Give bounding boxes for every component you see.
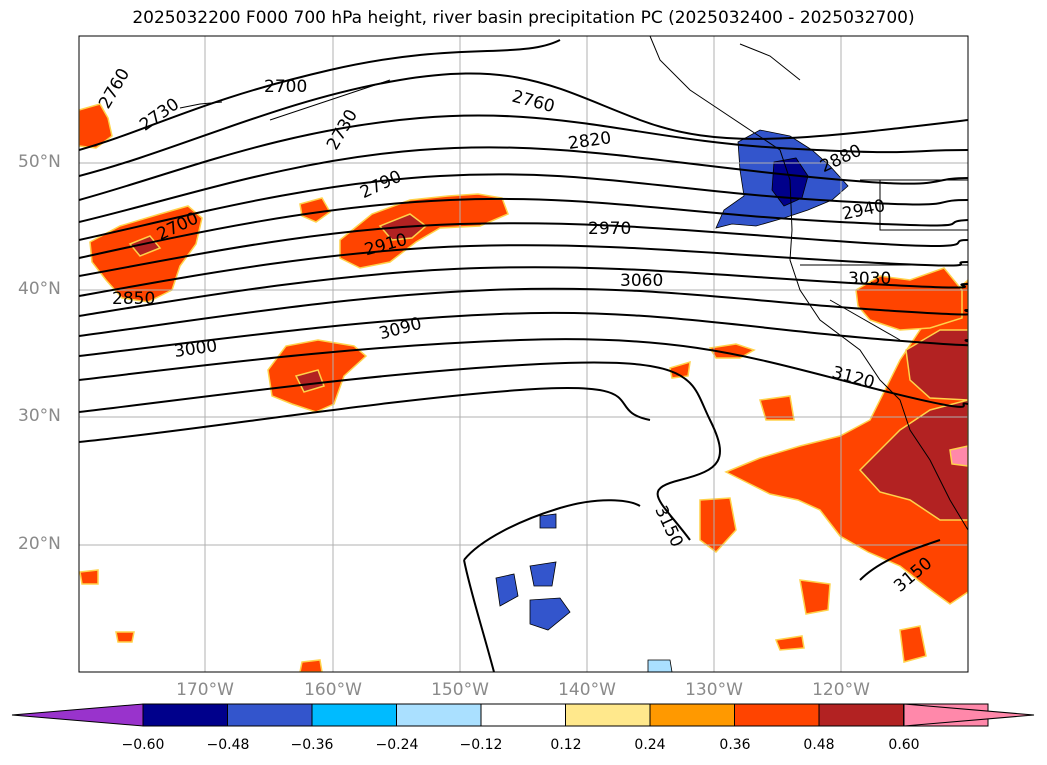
positive-precip-areas bbox=[79, 103, 968, 672]
precip-blob bbox=[539, 513, 557, 529]
lon-label: 160°W bbox=[304, 680, 362, 700]
colorbar-tick-label: 0.60 bbox=[888, 737, 920, 753]
precip-blob bbox=[905, 329, 968, 401]
contour-label: 2970 bbox=[588, 219, 631, 239]
precip-blob bbox=[529, 561, 557, 587]
precip-blob bbox=[759, 395, 795, 421]
map-title: 2025032200 F000 700 hPa height, river ba… bbox=[132, 8, 915, 28]
lon-label: 150°W bbox=[431, 680, 489, 700]
precip-blob bbox=[79, 569, 99, 585]
contour-label: 3090 bbox=[377, 314, 424, 345]
coastlines bbox=[179, 36, 968, 531]
colorbar-extend-high bbox=[903, 703, 1035, 727]
precip-blob bbox=[299, 197, 331, 223]
colorbar-extend-low bbox=[11, 703, 144, 727]
precip-blob bbox=[128, 235, 162, 257]
colorbar-segment bbox=[565, 703, 651, 727]
precip-blob bbox=[669, 360, 691, 379]
contour-label: 2820 bbox=[567, 128, 613, 154]
colorbar-tick-label: −0.60 bbox=[121, 737, 165, 753]
precip-blob bbox=[855, 267, 963, 331]
lon-label: 140°W bbox=[558, 680, 616, 700]
precip-blob bbox=[299, 659, 323, 672]
precip-blob bbox=[529, 597, 571, 631]
lat-label: 40°N bbox=[18, 279, 61, 299]
precip-blob bbox=[647, 659, 673, 672]
contour-label: 3000 bbox=[173, 336, 219, 362]
precip-blob bbox=[858, 399, 968, 521]
colorbar-tick-label: 0.12 bbox=[550, 737, 582, 753]
precip-blob bbox=[708, 343, 756, 359]
lon-label: 120°W bbox=[812, 680, 870, 700]
precip-blob bbox=[339, 193, 509, 269]
colorbar-segment bbox=[649, 703, 735, 727]
colorbar-tick-label: −0.12 bbox=[459, 737, 503, 753]
height-contours bbox=[79, 39, 968, 672]
contour-label: 3120 bbox=[830, 363, 877, 394]
precip-blob bbox=[899, 625, 927, 663]
contour-label: 3030 bbox=[848, 269, 891, 289]
lon-label: 130°W bbox=[685, 680, 743, 700]
colorbar bbox=[11, 703, 1035, 727]
contour-label: 2700 bbox=[264, 77, 307, 97]
colorbar-tick-label: 0.48 bbox=[803, 737, 835, 753]
colorbar-segment bbox=[734, 703, 820, 727]
contour-label: 2730 bbox=[136, 94, 183, 135]
contour-label: 3150 bbox=[650, 503, 686, 551]
precip-blob bbox=[294, 369, 325, 393]
contour-label: 2790 bbox=[357, 167, 405, 203]
colorbar-tick-label: −0.48 bbox=[206, 737, 250, 753]
colorbar-segment bbox=[142, 703, 228, 727]
precip-blob bbox=[949, 445, 968, 467]
colorbar-tick-label: −0.24 bbox=[375, 737, 419, 753]
colorbar-tick-label: 0.24 bbox=[634, 737, 666, 753]
colorbar-tick-label: 0.36 bbox=[719, 737, 751, 753]
contour-label: 2850 bbox=[112, 289, 155, 309]
colorbar-segment bbox=[818, 703, 904, 727]
lon-label: 170°W bbox=[176, 680, 234, 700]
negative-precip-areas bbox=[495, 129, 849, 672]
lat-label: 30°N bbox=[18, 406, 61, 426]
precip-blob bbox=[799, 579, 831, 615]
contour-label: 2760 bbox=[95, 65, 134, 112]
precip-blob bbox=[774, 635, 805, 651]
colorbar-segment bbox=[227, 703, 313, 727]
lat-label: 20°N bbox=[18, 534, 61, 554]
precip-blob bbox=[699, 497, 737, 554]
colorbar-segment bbox=[396, 703, 482, 727]
precip-blob bbox=[115, 631, 135, 643]
colorbar-segment bbox=[480, 703, 566, 727]
contour-label: 3060 bbox=[620, 271, 663, 291]
precip-blob bbox=[79, 103, 113, 149]
contour-label: 2760 bbox=[510, 87, 557, 118]
precip-blob bbox=[495, 573, 519, 607]
contour-labels: 2760 2730 2700 2730 2760 2820 2880 2940 … bbox=[95, 65, 936, 597]
map-frame bbox=[78, 35, 969, 673]
colorbar-tick-label: −0.36 bbox=[290, 737, 334, 753]
colorbar-segment bbox=[311, 703, 397, 727]
lat-label: 50°N bbox=[18, 152, 61, 172]
